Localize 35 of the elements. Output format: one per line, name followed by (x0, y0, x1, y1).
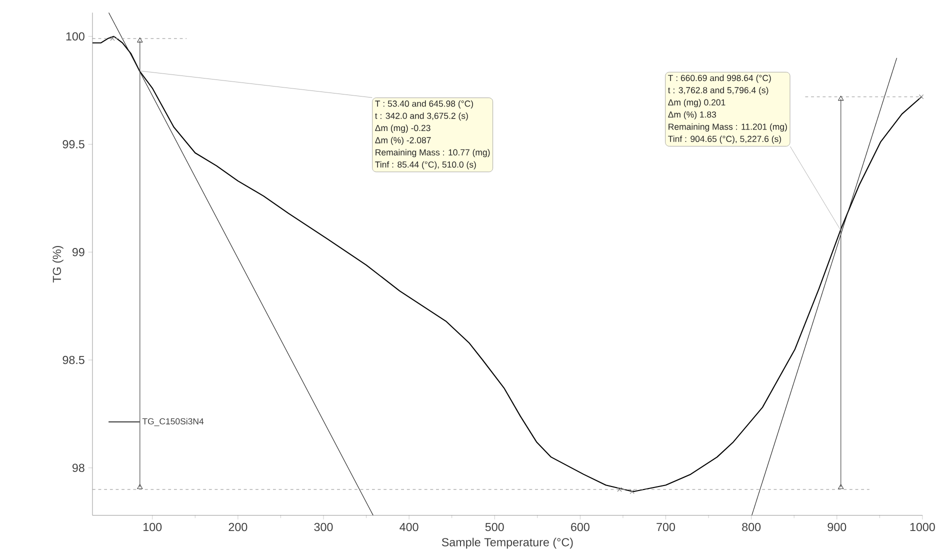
x-tick-label: 100 (144, 522, 162, 532)
y-tick-label: 99.5 (62, 140, 84, 148)
y-tick-label: 100 (66, 32, 84, 40)
x-tick-label: 800 (742, 522, 761, 532)
x-tick-label: 1000 (910, 522, 935, 532)
point (630, 489, 634, 494)
line-series (92, 36, 922, 492)
annotation: Δm (mg) -0.23 (375, 124, 430, 133)
annotation: T : 53.40 and 645.98 (°C) (375, 100, 474, 108)
x-tick-label: 300 (314, 522, 333, 532)
annotation: Δm (%) -2.087 (375, 136, 431, 145)
y-axis-title: TG (%) (52, 246, 64, 282)
x-axis-title: Sample Temperature (°C) (442, 538, 573, 549)
annotation: Tinf : 904.65 (°C), 5,227.6 (s) (668, 135, 782, 144)
annotation: t : 342.0 and 3,675.2 (s) (375, 112, 468, 121)
annotation: Δm (mg) 0.201 (668, 98, 726, 108)
point (918, 94, 924, 100)
x-tick-label: 600 (571, 522, 590, 532)
annotation: Remaining Mass : 11.201 (mg) (668, 123, 787, 132)
point (617, 486, 622, 492)
y-tick-label: 98.5 (62, 356, 84, 364)
x-tick-label: 400 (400, 522, 418, 532)
annotation: Δm (%) 1.83 (668, 111, 716, 120)
x-tick-label: 700 (656, 522, 676, 532)
point (110, 36, 115, 41)
annotation: Remaining Mass : 10.77 (mg) (376, 148, 490, 158)
x-tick-label: 500 (485, 522, 504, 532)
annotation: t : 3,762.8 and 5,796.4 (s) (668, 86, 768, 95)
x-tick-label: 200 (228, 522, 248, 532)
x-tick-label: 900 (828, 522, 846, 532)
y-tick-label: 99 (72, 248, 84, 256)
annotation: T : 660.69 and 998.64 (°C) (668, 74, 771, 83)
text: TG_C150Si3N4 (142, 418, 204, 426)
annotation: Tinf : 85.44 (°C), 510.0 (s) (375, 161, 476, 170)
y-tick-label: 98 (72, 464, 84, 472)
